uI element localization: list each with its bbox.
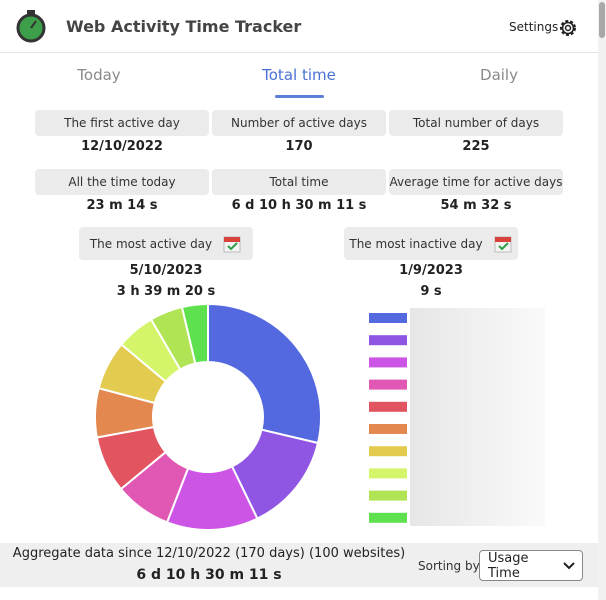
day-time: 9 s: [420, 284, 442, 299]
stat-label: The first active day: [35, 110, 209, 136]
sorting-value: Usage Time: [488, 550, 529, 581]
legend-swatch: [369, 335, 407, 346]
day-label: The most active day: [79, 227, 253, 260]
stat-value: 170: [285, 139, 313, 154]
sorting-label: Sorting by: [418, 559, 480, 573]
stat-label: Total time: [212, 169, 386, 195]
app-title: Web Activity Time Tracker: [66, 17, 302, 36]
stat-value: 12/10/2022: [81, 139, 163, 154]
legend-swatch: [369, 379, 407, 390]
legend-swatch: [369, 313, 407, 323]
day-label-text: The most inactive day: [349, 236, 483, 251]
calendar-icon: [494, 236, 512, 252]
chart: [94, 302, 545, 531]
header-divider: [0, 52, 598, 53]
legend-swatch: [369, 490, 407, 501]
select-arrow: [563, 561, 576, 569]
settings-label[interactable]: Settings: [509, 20, 559, 34]
footer-total: 6 d 10 h 30 m 11 s: [136, 567, 282, 583]
legend-swatch: [369, 512, 407, 523]
sorting-select[interactable]: Usage Time: [479, 550, 583, 581]
tab[interactable]: Today: [77, 66, 121, 84]
legend-swatch: [369, 357, 407, 368]
tab[interactable]: Daily: [480, 66, 518, 84]
stat-label: All the time today: [35, 169, 209, 195]
logo: [16, 10, 46, 43]
donut-slice: [207, 302, 322, 445]
legend-swatch: [369, 468, 407, 479]
legend-swatch: [369, 424, 407, 434]
stat-value: 23 m 14 s: [86, 198, 158, 213]
stat-label: Average time for active days: [389, 169, 563, 195]
settings-icon[interactable]: [557, 17, 579, 39]
tab[interactable]: Total time: [262, 66, 336, 84]
day-label: The most inactive day: [344, 227, 518, 260]
day-time: 3 h 39 m 20 s: [116, 284, 216, 299]
day-date: 5/10/2023: [129, 263, 203, 278]
stat-value: 225: [462, 139, 490, 154]
legend-swatch: [369, 401, 407, 412]
day-date: 1/9/2023: [399, 263, 463, 278]
scrollbar[interactable]: [598, 0, 606, 600]
tab-underline: [275, 95, 324, 98]
calendar-icon: [223, 236, 241, 252]
legend-labels-blurred: [410, 308, 545, 526]
legend-swatch: [369, 446, 407, 457]
stat-label: Number of active days: [212, 110, 386, 136]
stat-value: 6 d 10 h 30 m 11 s: [231, 198, 367, 213]
stat-label: Total number of days: [389, 110, 563, 136]
donut-slice: [180, 302, 209, 365]
day-label-text: The most active day: [89, 236, 213, 251]
stat-value: 54 m 32 s: [440, 198, 512, 213]
footer-summary: Aggregate data since 12/10/2022 (170 day…: [12, 546, 406, 561]
